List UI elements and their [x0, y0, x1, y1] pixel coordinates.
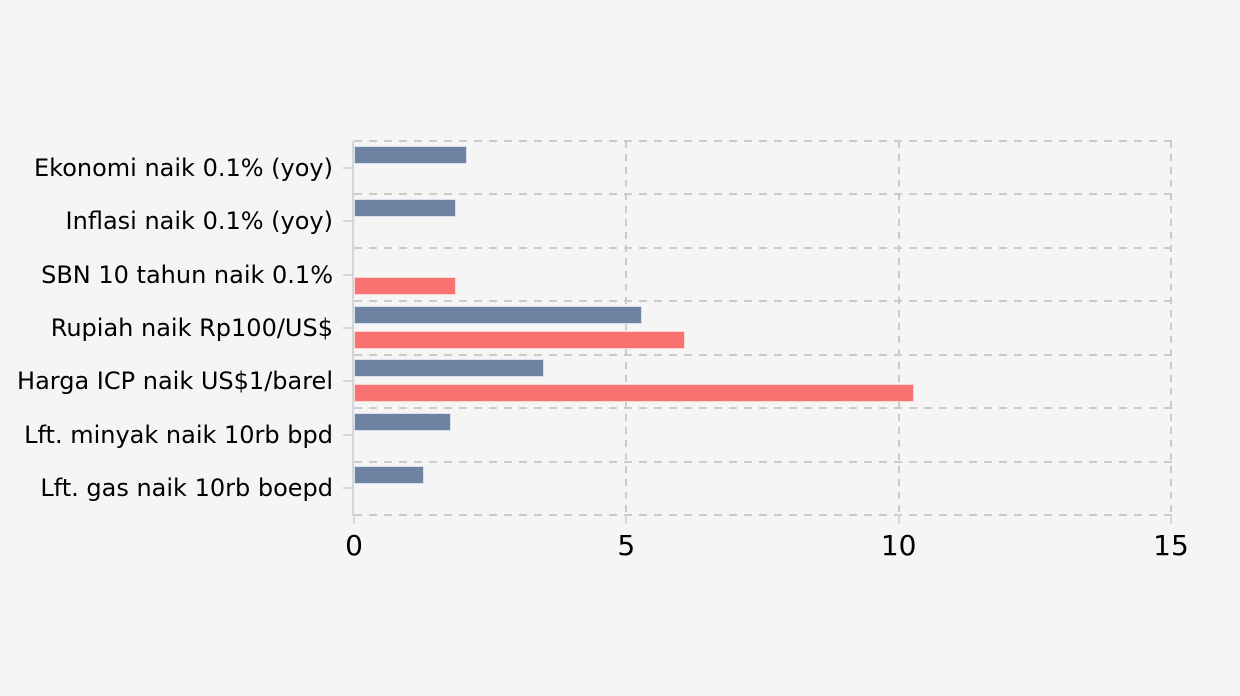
gridline-horizontal: [354, 407, 1176, 410]
category-label: Rupiah naik Rp100/US$: [50, 314, 333, 342]
x-axis-tick-label: 15: [1153, 529, 1189, 562]
gridline-vertical: [1170, 141, 1172, 515]
gridline-horizontal: [354, 193, 1176, 196]
x-axis-tick-label: 5: [617, 529, 636, 562]
bar-series_1_blue-row5: [354, 412, 452, 431]
category-label: SBN 10 tahun naik 0.1%: [41, 260, 333, 289]
bar-series_1_blue-row0: [354, 145, 468, 164]
y-axis-tick: [343, 273, 352, 276]
bar-series_1_blue-row3: [354, 305, 642, 324]
category-label: Ekonomi naik 0.1% (yoy): [34, 153, 333, 182]
bar-series_2_red-row2: [354, 277, 457, 296]
gridline-horizontal: [354, 353, 1176, 356]
bar-series_1_blue-row6: [354, 466, 424, 485]
category-label: Inflasi naik 0.1% (yoy): [65, 207, 333, 236]
y-axis-tick: [343, 487, 352, 490]
gridline-horizontal: [354, 140, 1176, 142]
gridline-vertical: [625, 141, 628, 515]
y-axis-tick: [343, 220, 352, 223]
x-axis-tick: [353, 515, 355, 524]
gridline-horizontal: [354, 300, 1176, 303]
y-axis-tick: [343, 166, 352, 169]
y-axis-tick: [343, 380, 352, 383]
y-axis-tick: [343, 327, 352, 329]
plot-area: [343, 140, 1176, 524]
bar-series_2_red-row4: [354, 384, 914, 403]
bar-series_1_blue-row1: [354, 198, 457, 217]
y-axis-line: [352, 141, 354, 516]
category-label: Lft. gas naik 10rb boepd: [40, 474, 333, 503]
category-label: Harga ICP naik US$1/barel: [17, 367, 333, 396]
gridline-vertical: [897, 141, 900, 515]
bar-series_2_red-row3: [354, 330, 686, 349]
gridline-horizontal: [354, 514, 1176, 516]
x-axis-tick-label: 10: [880, 529, 917, 562]
x-axis-tick-label: 0: [345, 529, 363, 562]
x-axis-tick: [1170, 515, 1172, 524]
bar-series_1_blue-row4: [354, 359, 544, 378]
x-axis-tick: [897, 515, 900, 524]
category-label: Lft. minyak naik 10rb bpd: [24, 420, 333, 449]
gridline-horizontal: [354, 460, 1176, 463]
x-axis-tick: [625, 515, 628, 524]
y-axis-tick: [343, 433, 352, 436]
gridline-horizontal: [354, 246, 1176, 249]
